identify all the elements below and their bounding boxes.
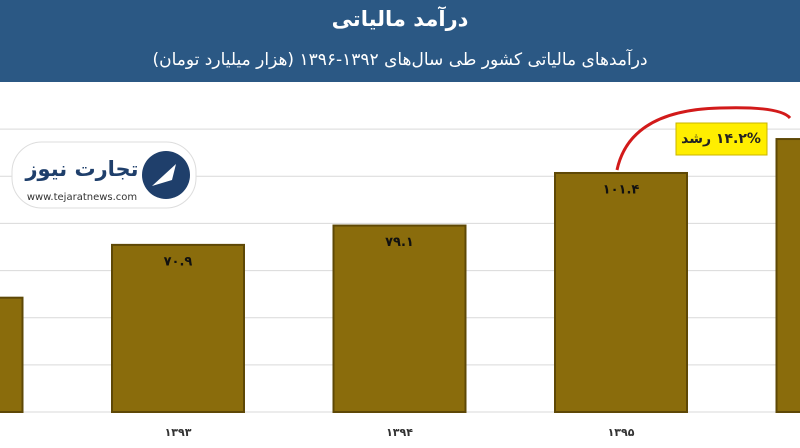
logo-url: www.tejaratnews.com bbox=[27, 192, 137, 203]
logo-name: تجارت نیوز bbox=[24, 157, 138, 181]
x-tick-label: ۱۳۹۴ bbox=[386, 426, 413, 439]
value-label: ۷۹.۱ bbox=[385, 235, 414, 250]
x-tick-label: ۱۳۹۳ bbox=[165, 426, 192, 439]
logo: تجارت نیوز www.tejaratnews.com bbox=[11, 141, 197, 209]
value-label: ۷۰.۹ bbox=[164, 254, 193, 269]
x-tick-label: ۱۳۹۵ bbox=[608, 426, 635, 439]
chart-subtitle: درآمدهای مالیاتی کشور طی سال‌های ۱۳۹۲-۱۳… bbox=[152, 48, 647, 70]
bar bbox=[332, 224, 467, 413]
value-label: ۱۰۱.۴ bbox=[603, 182, 640, 197]
growth-arrow bbox=[615, 106, 792, 171]
bar bbox=[0, 296, 24, 413]
bar bbox=[775, 138, 800, 414]
logo-arrow bbox=[152, 164, 176, 186]
header bbox=[0, 0, 800, 82]
bar bbox=[554, 171, 688, 413]
chart-title: درآمد مالیاتی bbox=[332, 6, 469, 31]
annotation-box bbox=[675, 122, 768, 156]
annotation: ۱۴.۲% رشد bbox=[681, 131, 761, 147]
bar bbox=[111, 243, 245, 413]
